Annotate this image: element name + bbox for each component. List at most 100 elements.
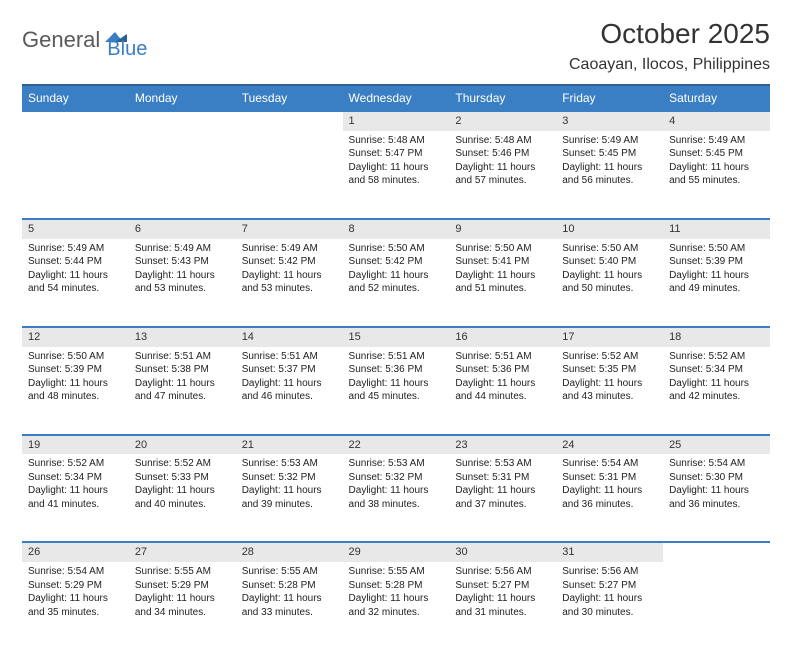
day-info-line: and 54 minutes. [28,282,123,296]
header: General Blue October 2025 Caoayan, Iloco… [22,18,770,74]
day-content-cell: Sunrise: 5:55 AMSunset: 5:29 PMDaylight:… [129,562,236,650]
day-info-line: and 53 minutes. [135,282,230,296]
day-number-cell: 29 [343,542,450,562]
day-info-line: Sunrise: 5:54 AM [28,565,123,579]
day-info-line: Daylight: 11 hours [562,269,657,283]
day-number-row: 262728293031 [22,542,770,562]
weekday-header: Saturday [663,85,770,111]
day-number-cell: 22 [343,435,450,455]
day-info-line: Daylight: 11 hours [135,592,230,606]
calendar-body: 1234Sunrise: 5:48 AMSunset: 5:47 PMDayli… [22,111,770,650]
day-info-line: Sunrise: 5:49 AM [242,242,337,256]
day-info-line: and 36 minutes. [562,498,657,512]
day-info-line: and 47 minutes. [135,390,230,404]
day-content-cell: Sunrise: 5:49 AMSunset: 5:45 PMDaylight:… [663,131,770,219]
day-info-line: Sunrise: 5:49 AM [28,242,123,256]
day-number-cell: 8 [343,219,450,239]
day-content-cell: Sunrise: 5:49 AMSunset: 5:42 PMDaylight:… [236,239,343,327]
day-info-line: Sunrise: 5:50 AM [28,350,123,364]
day-info-line: Sunrise: 5:52 AM [562,350,657,364]
day-info-line: and 51 minutes. [455,282,550,296]
day-number-cell: 21 [236,435,343,455]
day-number-cell [236,111,343,131]
day-info-line: Sunrise: 5:56 AM [562,565,657,579]
day-number-cell: 23 [449,435,556,455]
day-info-line: Sunset: 5:27 PM [455,579,550,593]
day-info-line: Daylight: 11 hours [349,377,444,391]
day-info-line: Sunrise: 5:51 AM [242,350,337,364]
day-info-line: Daylight: 11 hours [349,592,444,606]
day-info-line: Sunrise: 5:49 AM [669,134,764,148]
title-block: October 2025 Caoayan, Ilocos, Philippine… [569,18,770,74]
month-title: October 2025 [569,18,770,50]
day-number-row: 1234 [22,111,770,131]
day-info-line: Sunset: 5:33 PM [135,471,230,485]
day-info-line: Sunrise: 5:55 AM [349,565,444,579]
day-number-cell: 27 [129,542,236,562]
day-info-line: Sunset: 5:46 PM [455,147,550,161]
day-info-line: Sunrise: 5:50 AM [669,242,764,256]
day-content-cell: Sunrise: 5:49 AMSunset: 5:43 PMDaylight:… [129,239,236,327]
day-number-cell: 9 [449,219,556,239]
day-info-line: Daylight: 11 hours [242,377,337,391]
day-number-cell: 26 [22,542,129,562]
day-info-line: Daylight: 11 hours [349,269,444,283]
day-info-line: Sunset: 5:32 PM [242,471,337,485]
day-info-line: Daylight: 11 hours [135,377,230,391]
day-info-line: Sunrise: 5:50 AM [349,242,444,256]
day-number-cell: 24 [556,435,663,455]
day-number-row: 19202122232425 [22,435,770,455]
day-info-line: Sunset: 5:31 PM [562,471,657,485]
day-info-line: Sunset: 5:40 PM [562,255,657,269]
day-info-line: Sunset: 5:47 PM [349,147,444,161]
day-number-cell: 10 [556,219,663,239]
day-info-line: and 32 minutes. [349,606,444,620]
day-info-line: and 52 minutes. [349,282,444,296]
day-info-line: Sunset: 5:41 PM [455,255,550,269]
day-info-line: and 35 minutes. [28,606,123,620]
day-content-cell: Sunrise: 5:49 AMSunset: 5:45 PMDaylight:… [556,131,663,219]
day-info-line: Sunrise: 5:54 AM [669,457,764,471]
day-content-row: Sunrise: 5:52 AM Sunset: 5:34 PMDaylight:… [22,454,770,542]
day-info-line: Sunrise: 5:51 AM [349,350,444,364]
day-info-line: Sunrise: 5:48 AM [455,134,550,148]
day-number-cell: 11 [663,219,770,239]
day-info-line: Daylight: 11 hours [28,377,123,391]
day-info-line: and 45 minutes. [349,390,444,404]
day-info-line: Daylight: 11 hours [135,269,230,283]
day-info-line: and 38 minutes. [349,498,444,512]
day-info-line: and 33 minutes. [242,606,337,620]
day-info-line: Sunrise: 5:52 AM [135,457,230,471]
day-info-line: Sunset: 5:30 PM [669,471,764,485]
day-info-line: Sunrise: 5:51 AM [455,350,550,364]
day-number-cell: 19 [22,435,129,455]
day-content-cell: Sunrise: 5:53 AMSunset: 5:32 PMDaylight:… [236,454,343,542]
day-info-line: Sunset: 5:34 PM [669,363,764,377]
day-number-cell: 5 [22,219,129,239]
day-info-line: and 55 minutes. [669,174,764,188]
weekday-header-row: Sunday Monday Tuesday Wednesday Thursday… [22,85,770,111]
day-info-line: Sunset: 5:42 PM [349,255,444,269]
day-content-cell [22,131,129,219]
logo-text-blue: Blue [107,38,147,61]
day-info-line: Daylight: 11 hours [242,592,337,606]
day-info-line: Daylight: 11 hours [349,161,444,175]
day-info-line: Sunset: 5:37 PM [242,363,337,377]
weekday-header: Thursday [449,85,556,111]
day-info-line: Daylight: 11 hours [28,484,123,498]
day-info-line: Sunrise: 5:53 AM [455,457,550,471]
day-content-cell: Sunrise: 5:50 AMSunset: 5:42 PMDaylight:… [343,239,450,327]
day-info-line: Daylight: 11 hours [455,592,550,606]
day-info-line: Sunset: 5:34 PM [28,471,123,485]
day-info-line: Daylight: 11 hours [669,269,764,283]
weekday-header: Sunday [22,85,129,111]
day-content-cell: Sunrise: 5:48 AMSunset: 5:46 PMDaylight:… [449,131,556,219]
day-number-cell: 3 [556,111,663,131]
day-content-cell: Sunrise: 5:54 AMSunset: 5:29 PMDaylight:… [22,562,129,650]
day-info-line: Sunset: 5:27 PM [562,579,657,593]
day-content-cell [663,562,770,650]
day-info-line: and 49 minutes. [669,282,764,296]
day-info-line: Sunrise: 5:50 AM [455,242,550,256]
day-info-line: Sunrise: 5:53 AM [349,457,444,471]
day-info-line: Sunset: 5:29 PM [135,579,230,593]
